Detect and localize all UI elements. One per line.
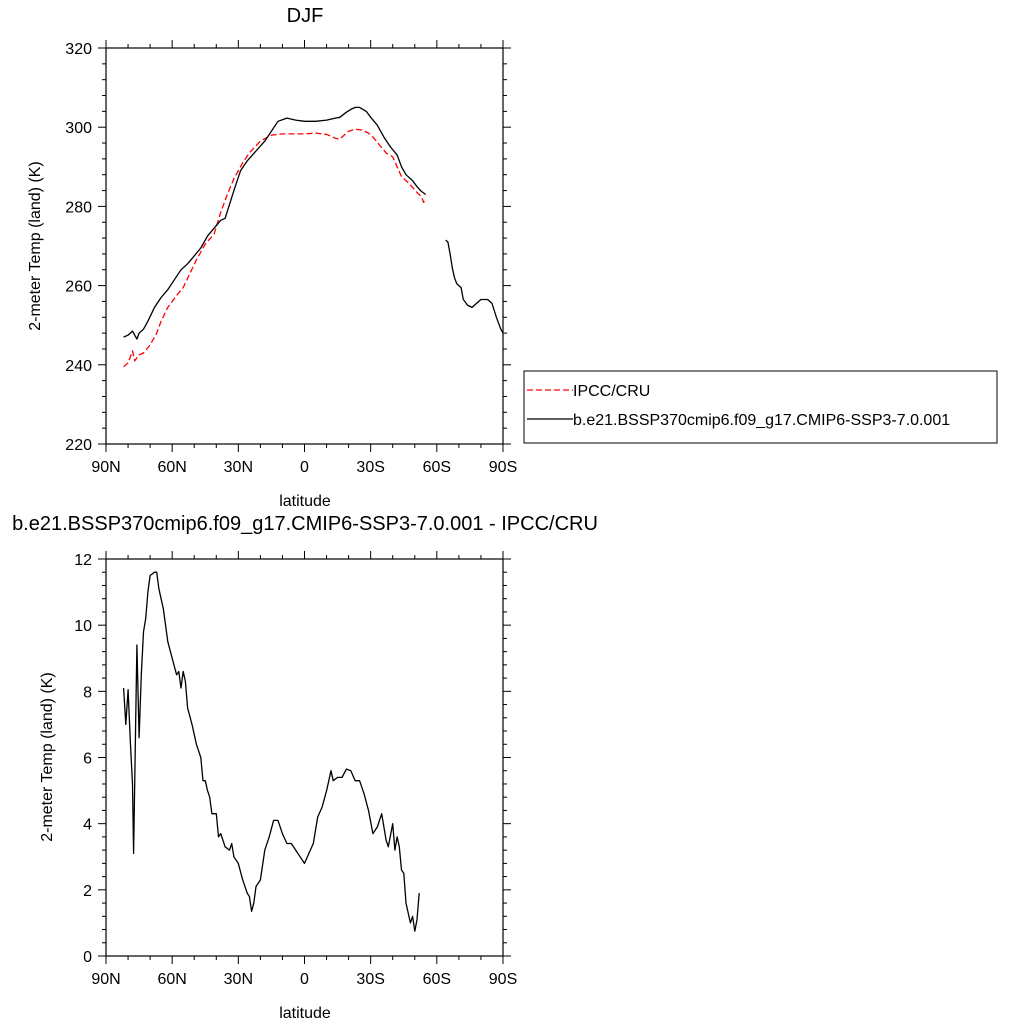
legend-label-ipcc-cru: IPCC/CRU [573,383,650,400]
bottom-chart-series [122,571,420,932]
top-chart-legend: IPCC/CRU b.e21.BSSP370cmip6.f09_g17.CMIP… [523,370,998,444]
y-tick-label: 6 [83,751,92,768]
x-tick-label: 60N [157,459,186,476]
bottom-chart-panel: b.e21.BSSP370cmip6.f09_g17.CMIP6-SSP3-7.… [12,513,598,1022]
y-tick-label: 12 [74,552,92,569]
top-chart-xlabel: latitude [279,493,331,510]
top-chart-ylabel: 2-meter Temp (land) (K) [27,161,44,331]
bottom-chart-ylabel: 2-meter Temp (land) (K) [39,672,56,842]
bottom-chart-title: b.e21.BSSP370cmip6.f09_g17.CMIP6-SSP3-7.… [12,513,598,535]
x-tick-label: 90N [91,971,120,988]
y-tick-label: 220 [65,437,92,454]
top-chart-panel: DJF 220 240 260 280 300 320 90N 60N 30N 0 30S 60S 90… [27,5,998,510]
y-tick-label: 8 [83,684,92,701]
y-tick-label: 4 [83,817,92,834]
y-tick-label: 10 [74,618,92,635]
x-tick-label: 30S [356,459,384,476]
top-chart-ticks: 220 240 260 280 300 320 90N 60N 30N 0 30S 60S 90S [65,40,517,476]
x-tick-label: 90S [489,459,517,476]
y-tick-label: 0 [83,949,92,966]
legend-box [523,370,998,444]
x-tick-label: 30N [224,971,253,988]
x-tick-label: 0 [300,971,309,988]
y-tick-label: 260 [65,279,92,296]
bottom-chart-xlabel: latitude [279,1005,331,1022]
bottom-chart-ticks: 0 2 4 6 8 10 12 90N 60N 30N 0 30S 60S 90S [74,551,517,988]
y-tick-label: 320 [65,41,92,58]
x-tick-label: 90S [489,971,517,988]
y-tick-label: 2 [83,883,92,900]
x-tick-label: 60S [423,971,451,988]
difference-series-line [122,571,420,932]
bottom-chart-frame [105,558,504,957]
x-tick-label: 60N [157,971,186,988]
y-tick-label: 240 [65,358,92,375]
y-tick-label: 300 [65,120,92,137]
top-chart-frame [105,47,504,445]
top-chart-title: DJF [287,5,324,27]
x-tick-label: 60S [423,459,451,476]
x-tick-label: 0 [300,459,309,476]
x-tick-label: 30N [224,459,253,476]
b-e21-bssp370cmip6-f09-g17-cmip6-ssp3-7-0-001-series-line [445,239,504,334]
top-chart-series [123,106,504,368]
b-e21-bssp370cmip6-f09-g17-cmip6-ssp3-7-0-001-series-line [123,106,427,340]
ipcc-cru-series-line [123,128,427,368]
x-tick-label: 90N [91,459,120,476]
x-tick-label: 30S [356,971,384,988]
y-tick-label: 280 [65,199,92,216]
legend-label-model: b.e21.BSSP370cmip6.f09_g17.CMIP6-SSP3-7.… [573,412,950,429]
